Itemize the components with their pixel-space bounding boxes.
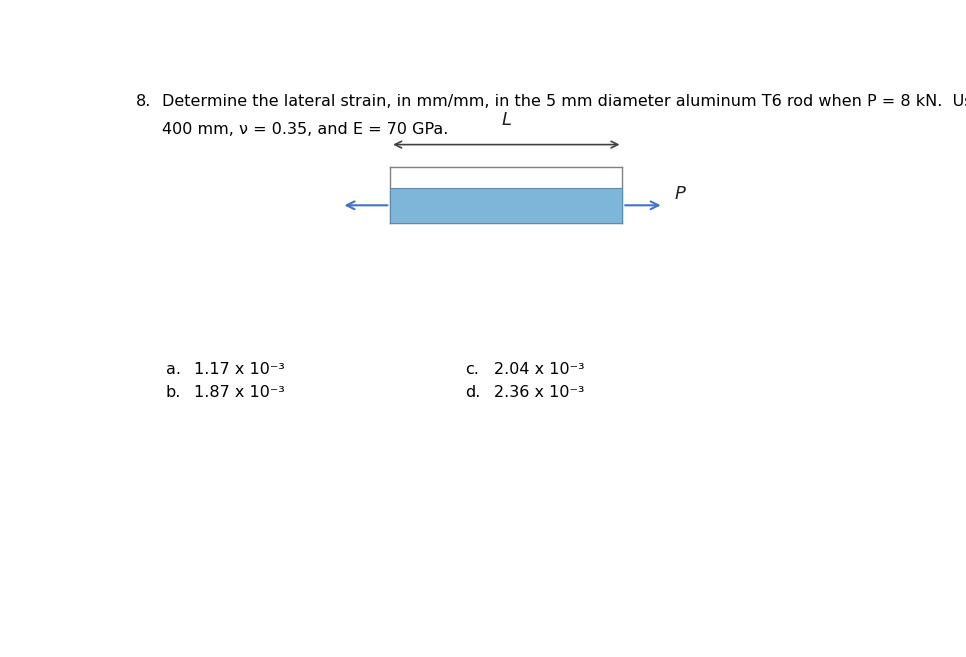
Bar	[390, 188, 622, 223]
Text: d.: d.	[466, 385, 480, 400]
Text: 1.87 x 10⁻³: 1.87 x 10⁻³	[194, 385, 285, 400]
Text: P: P	[674, 185, 686, 203]
Text: 1.17 x 10⁻³: 1.17 x 10⁻³	[194, 362, 285, 377]
Text: L: L	[501, 112, 511, 129]
Text: b.: b.	[166, 385, 181, 400]
Text: 400 mm, ν = 0.35, and E = 70 GPa.: 400 mm, ν = 0.35, and E = 70 GPa.	[162, 122, 448, 137]
Text: Determine the lateral strain, in mm/mm, in the 5 mm diameter aluminum T6 rod whe: Determine the lateral strain, in mm/mm, …	[162, 94, 966, 109]
Text: 2.36 x 10⁻³: 2.36 x 10⁻³	[494, 385, 584, 400]
Text: 8.: 8.	[135, 94, 151, 109]
Text: c.: c.	[466, 362, 479, 377]
Text: a.: a.	[166, 362, 181, 377]
Text: 2.04 x 10⁻³: 2.04 x 10⁻³	[494, 362, 584, 377]
